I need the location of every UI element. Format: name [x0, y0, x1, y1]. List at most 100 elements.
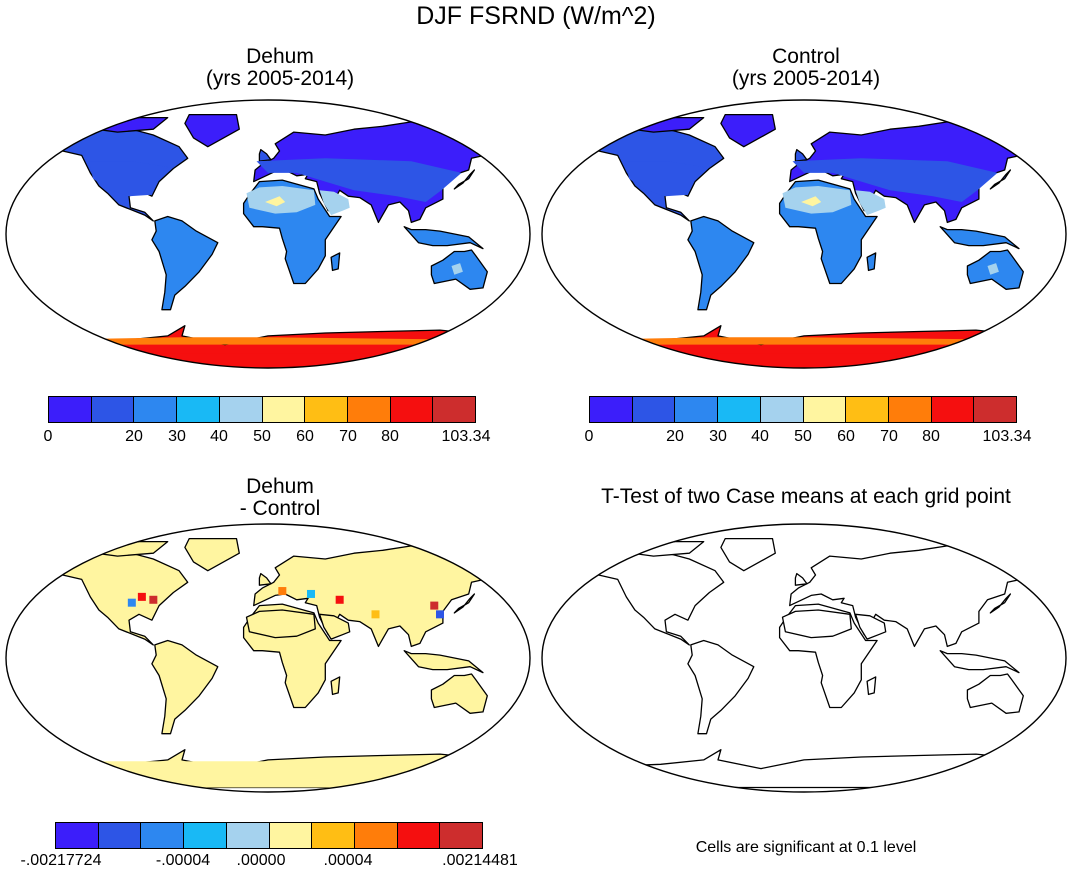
colorbar-label: -.00217724	[20, 852, 102, 869]
eurasia-midlat	[256, 158, 462, 202]
map-border	[541, 523, 1067, 793]
colorbar-label: 50	[253, 428, 271, 445]
antarctica-coast	[546, 337, 1062, 345]
colorbar-swatch	[184, 823, 227, 848]
madagascar-land	[330, 252, 341, 272]
colorbar-swatch	[226, 823, 270, 848]
colorbar-swatch	[262, 397, 306, 422]
map-control	[541, 99, 1067, 369]
colorbar-swatch	[177, 397, 220, 422]
colorbar-label: 30	[168, 428, 186, 445]
panel-title-dehum-line2: (yrs 2005-2014)	[205, 67, 355, 90]
north-america-land	[26, 552, 189, 646]
colorbar-swatch	[98, 823, 142, 848]
antarctica-coast	[10, 337, 526, 345]
map-border	[541, 99, 1067, 369]
north-america-land	[562, 552, 725, 646]
colorbar-swatch	[56, 823, 99, 848]
panel-title-diff: Dehum - Control	[150, 476, 410, 520]
uk-land	[794, 148, 808, 162]
colorbar-swatch	[269, 823, 313, 848]
south-america-land	[687, 215, 755, 311]
significance-note: Cells are significant at 0.1 level	[695, 839, 917, 856]
antarctica-interior	[10, 353, 526, 368]
new-zealand-land	[1042, 712, 1060, 726]
colorbar-dehum-labels: 0 20 30 40 50 60 70 80 103.34	[44, 428, 491, 448]
panel-title-ttest: T-Test of two Case means at each grid po…	[601, 485, 1011, 508]
colorbar-swatch	[632, 397, 676, 422]
colorbar-control	[589, 396, 1017, 423]
colorbar-label: 30	[709, 428, 727, 445]
colorbar-dehum	[48, 396, 476, 423]
colorbar-label: 0	[43, 428, 53, 445]
colorbar-swatch	[590, 397, 633, 422]
colorbar-swatch	[803, 397, 847, 422]
south-america-land	[151, 639, 219, 735]
new-zealand-land	[506, 712, 524, 726]
panel-title-diff-line1: Dehum	[246, 475, 314, 498]
colorbar-swatch	[974, 397, 1017, 422]
colorbar-label: 60	[837, 428, 855, 445]
madagascar-land	[330, 676, 341, 696]
indonesia-land	[939, 650, 1020, 674]
colorbar-swatch	[931, 397, 975, 422]
arabia-land	[318, 613, 351, 640]
colorbar-label: 80	[922, 428, 940, 445]
greenland-land	[720, 537, 776, 572]
indonesia-land	[939, 226, 1020, 250]
colorbar-swatch	[347, 397, 391, 422]
japan-land	[453, 593, 476, 614]
north-america-midlat	[88, 161, 168, 197]
colorbar-diff	[55, 822, 483, 849]
antarctica-interior	[546, 353, 1062, 368]
sahara-bright-spot	[265, 196, 286, 207]
colorbar-swatch	[397, 823, 441, 848]
uk-land	[258, 572, 272, 586]
colorbar-swatch	[354, 823, 398, 848]
colorbar-swatch	[888, 397, 932, 422]
colorbar-control-labels: 0 20 30 40 50 60 70 80 103.34	[585, 428, 1032, 448]
south-america-land	[687, 639, 755, 735]
colorbar-swatch	[91, 397, 135, 422]
colorbar-label: 80	[381, 428, 399, 445]
difference-cell	[137, 592, 146, 601]
colorbar-label: 20	[666, 428, 684, 445]
colorbar-label: 0	[584, 428, 594, 445]
madagascar-land	[866, 252, 877, 272]
colorbar-label: 40	[751, 428, 769, 445]
greenland-land	[184, 113, 240, 148]
panel-title-control-line1: Control	[772, 45, 840, 68]
australia-land	[430, 673, 488, 714]
uk-land	[258, 148, 272, 162]
panel-title-diff-line2: - Control	[239, 497, 321, 520]
arabia-land	[319, 190, 350, 216]
panel-title-dehum: Dehum (yrs 2005-2014)	[150, 46, 410, 90]
colorbar-swatch	[390, 397, 434, 422]
map-ttest	[541, 523, 1067, 793]
colorbar-swatch	[718, 397, 761, 422]
sahara-bright-spot	[801, 196, 822, 207]
colorbar-swatch	[49, 397, 92, 422]
japan-land	[453, 169, 476, 190]
new-zealand-land	[1042, 288, 1060, 302]
difference-cell	[436, 610, 444, 619]
colorbar-swatch	[440, 823, 483, 848]
indonesia-land	[403, 650, 484, 674]
south-america-land	[151, 215, 219, 311]
colorbar-label: .00214481	[442, 852, 518, 869]
australia-interior	[987, 263, 999, 275]
figure-title: DJF FSRND (W/m^2)	[416, 2, 656, 30]
colorbar-label: 70	[339, 428, 357, 445]
colorbar-label: 103.34	[982, 428, 1032, 445]
map-dehum	[5, 99, 531, 369]
colorbar-swatch	[846, 397, 889, 422]
colorbar-swatch	[312, 823, 355, 848]
sahara-land	[781, 609, 852, 639]
colorbar-swatch	[219, 397, 263, 422]
arabia-land	[854, 613, 887, 640]
japan-land	[989, 169, 1012, 190]
colorbar-label: 103.34	[441, 428, 491, 445]
colorbar-label: .00004	[323, 852, 373, 869]
colorbar-label: -.00004	[155, 852, 211, 869]
colorbar-swatch	[433, 397, 476, 422]
